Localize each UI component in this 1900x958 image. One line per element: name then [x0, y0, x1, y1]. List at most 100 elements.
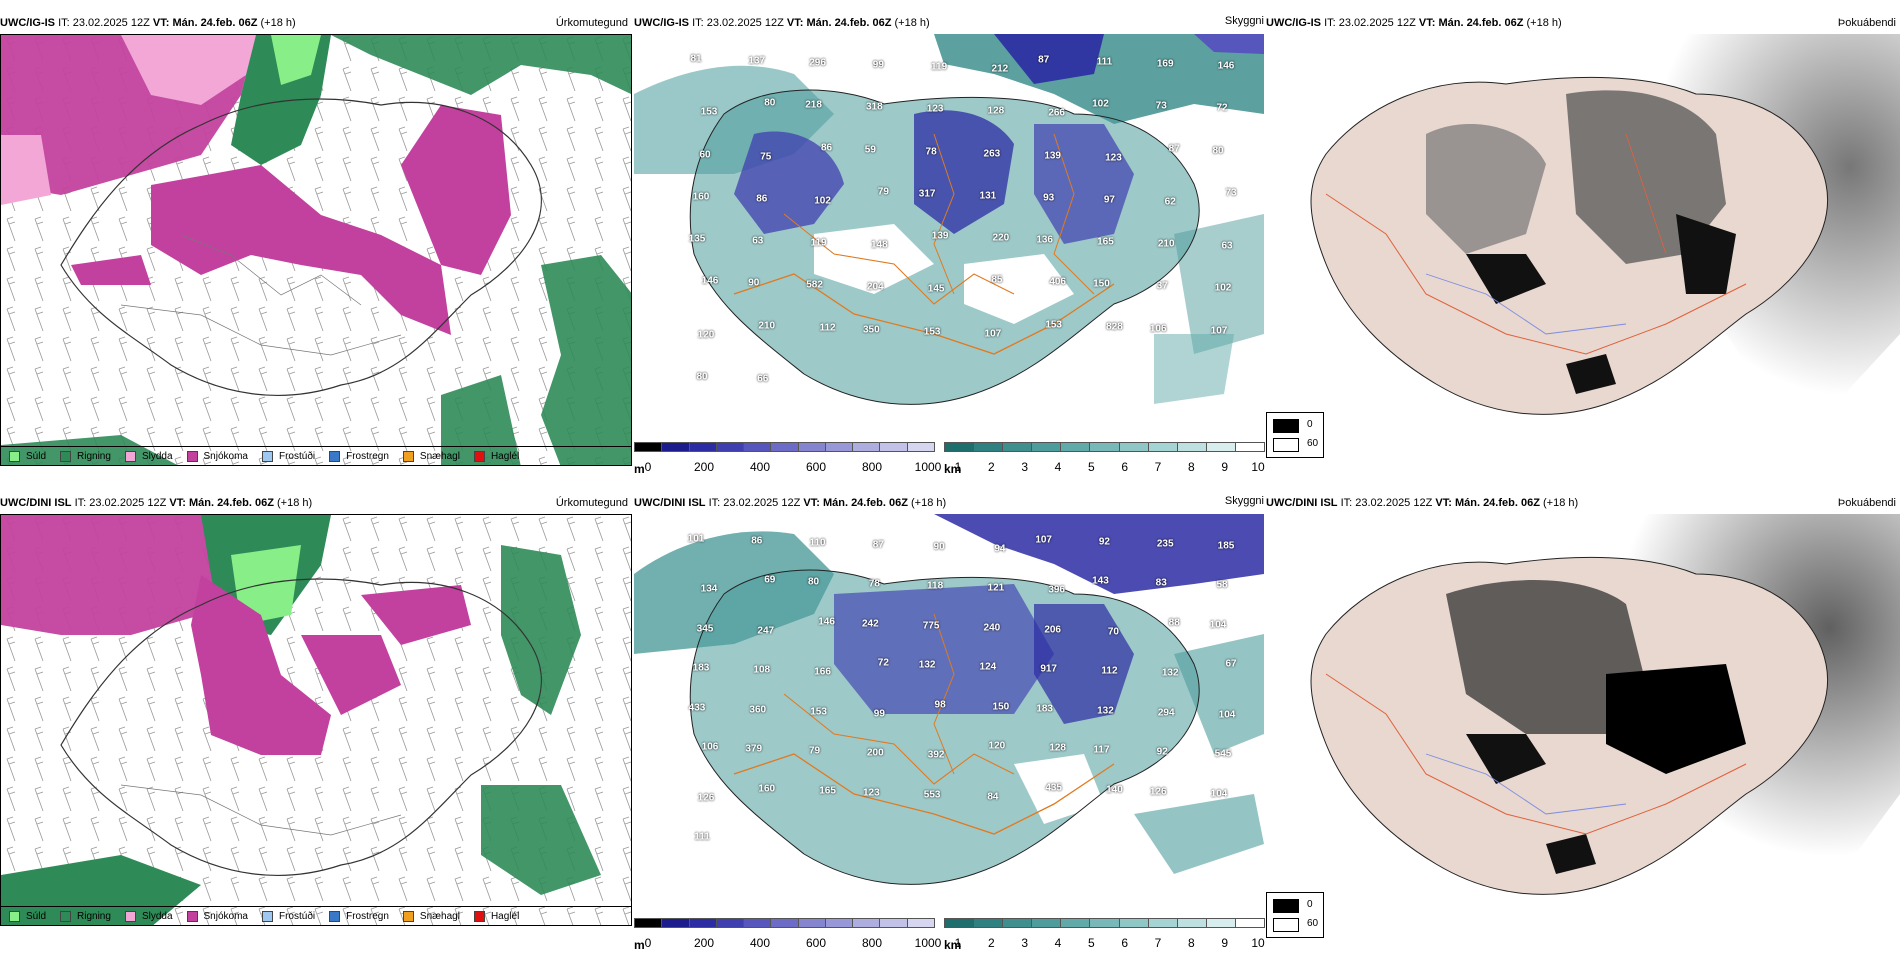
visibility-value-label: 102 — [1092, 98, 1109, 110]
colorbar-segment — [1147, 442, 1178, 452]
colorbar-segment — [715, 442, 745, 452]
colorbar-tick-label: 5 — [1087, 936, 1095, 950]
visibility-value-label: 143 — [1092, 575, 1109, 587]
panel-header: UWC/IG-IS IT: 23.02.2025 12Z VT: Mán. 24… — [0, 14, 296, 32]
visibility-value-label: 206 — [1044, 624, 1061, 636]
it-label: IT: — [692, 17, 704, 29]
legend-label: Snjókoma — [203, 450, 248, 462]
visibility-value-label: 160 — [692, 191, 710, 203]
colorbar-tick-label: 2 — [987, 936, 995, 950]
visibility-value-label: 117 — [1093, 744, 1110, 756]
fog-panel-2: UWC/DINI ISL IT: 23.02.2025 12Z VT: Mán.… — [1266, 494, 1900, 946]
visibility-value-label: 107 — [1210, 325, 1228, 337]
legend-item-frostregn: Frostregn — [329, 910, 389, 922]
visibility-value-label: 126 — [697, 792, 715, 804]
colorbar-segment — [1205, 442, 1236, 452]
colorbar-segment — [1234, 918, 1265, 928]
legend-label: Snæhagl — [419, 450, 460, 462]
ceiling-unit: m — [634, 938, 645, 952]
colorbar-segment — [1089, 918, 1120, 928]
visibility-value-label: 165 — [1097, 236, 1114, 248]
legend-swatch — [402, 450, 414, 462]
colorbar-tick-label: 8 — [1187, 460, 1195, 474]
legend-item-rigning: Rigning — [60, 910, 111, 922]
ceiling-colorbar: m 0 200 400 600 800 1000 — [634, 442, 941, 482]
colorbar-tick-label: 10 — [1251, 936, 1265, 950]
colorbar-tick-label: 200 — [693, 460, 715, 474]
model-name: UWC/DINI ISL — [634, 497, 706, 509]
panel-title: Þokuábendi — [1837, 17, 1896, 29]
fog-panel-1: UWC/IG-IS IT: 23.02.2025 12Z VT: Mán. 24… — [1266, 14, 1900, 466]
colorbar-tick-label: 400 — [749, 460, 771, 474]
colorbar-segment — [797, 918, 826, 928]
visibility-value-label: 59 — [864, 144, 876, 156]
visibility-value-label: 379 — [745, 743, 763, 755]
legend-label: Slydda — [141, 910, 173, 922]
visibility-map-svg — [634, 514, 1264, 904]
model-name: UWC/IG-IS — [634, 17, 689, 29]
visibility-value-label: 160 — [758, 783, 776, 795]
visibility-value-label: 139 — [931, 230, 949, 242]
visibility-value-label: 263 — [983, 148, 1001, 160]
colorbar-tick-label: 0 — [644, 460, 652, 474]
colorbar-tick-label: 4 — [1054, 936, 1062, 950]
visibility-value-label: 79 — [808, 745, 821, 757]
colorbar-segment — [973, 442, 1004, 452]
visibility-value-label: 81 — [690, 53, 702, 65]
visibility-value-label: 112 — [1101, 665, 1118, 677]
legend-swatch — [124, 910, 136, 922]
model-name: UWC/IG-IS — [0, 17, 55, 29]
colorbar-segment — [879, 918, 908, 928]
visibility-value-label: 104 — [1210, 788, 1228, 800]
colorbar-tick-label: 3 — [1021, 936, 1028, 950]
colorbar-segment — [1060, 918, 1091, 928]
colorbar-segment — [688, 442, 717, 452]
colorbar-segment — [1234, 442, 1265, 452]
visibility-value-label: 317 — [918, 188, 936, 200]
colorbar-tick-label: 3 — [1021, 460, 1028, 474]
visibility-value-label: 218 — [805, 99, 822, 111]
it-value: 23.02.2025 12Z — [706, 17, 784, 29]
fog-legend-label: 60 — [1307, 918, 1319, 929]
colorbar-segment — [973, 918, 1004, 928]
legend-label: Slydda — [141, 450, 173, 462]
visibility-value-label: 58 — [1216, 579, 1228, 591]
ceiling-unit: m — [634, 462, 645, 476]
colorbar-tick-label: 9 — [1221, 460, 1228, 474]
it-label: IT: — [1324, 17, 1336, 29]
colorbar-tick-label: 7 — [1154, 460, 1162, 474]
legend-swatch — [9, 910, 20, 922]
visibility-value-label: 124 — [979, 661, 997, 673]
colorbar-tick-label: 1000 — [914, 460, 942, 474]
visibility-value-label: 60 — [699, 149, 711, 161]
visibility-colorbar: km 1 2 3 4 5 6 7 8 9 10 — [944, 442, 1265, 482]
legend-label: Súld — [26, 910, 47, 922]
visibility-value-label: 183 — [1036, 703, 1053, 715]
legend-item-sudd: Súld — [9, 450, 46, 462]
legend-swatch — [473, 450, 485, 462]
visibility-value-label: 97 — [1103, 194, 1115, 206]
visibility-value-label: 242 — [861, 618, 879, 630]
visibility-value-label: 917 — [1040, 663, 1057, 675]
colorbar-segment — [661, 442, 690, 452]
legend-item-slydda: Slydda — [124, 450, 173, 462]
legend-item-frostudi: Frostúði — [261, 450, 316, 462]
legend-item-frostudi: Frostúði — [261, 910, 315, 922]
visibility-value-label: 200 — [866, 747, 884, 759]
visibility-value-label: 131 — [979, 190, 997, 202]
visibility-value-label: 185 — [1217, 540, 1235, 552]
visibility-value-label: 99 — [872, 59, 884, 71]
visibility-value-label: 102 — [814, 195, 831, 207]
visibility-value-label: 90 — [933, 541, 945, 553]
visibility-value-label: 70 — [1107, 626, 1119, 638]
visibility-value-label: 212 — [991, 63, 1009, 75]
vt-value: Mán. 24.feb. 06Z — [806, 17, 892, 29]
legend-label: Frostúði — [278, 450, 316, 462]
visibility-value-label: 101 — [687, 533, 705, 545]
colorbar-segment — [1205, 918, 1236, 928]
vt-value: Mán. 24.feb. 06Z — [172, 17, 258, 29]
visibility-panel-1: UWC/IG-IS IT: 23.02.2025 12Z VT: Mán. 24… — [634, 14, 1265, 476]
colorbar-segment — [1176, 918, 1207, 928]
legend-item-snjokoma: Snjókoma — [186, 910, 248, 922]
visibility-value-label: 108 — [753, 664, 771, 676]
